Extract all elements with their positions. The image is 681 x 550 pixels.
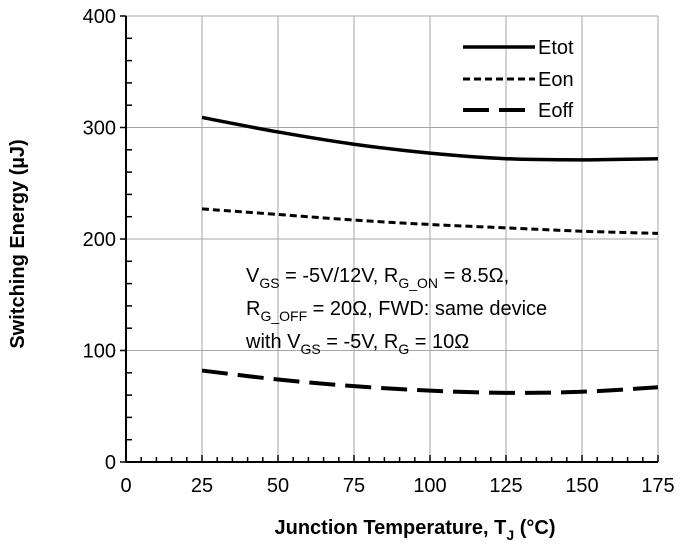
annotation-line-1: VGS = -5V/12V, RG_ON = 8.5Ω, [246,265,509,291]
legend: Etot Eon Eoff [463,37,574,122]
y-tick-label: 400 [83,6,116,28]
series-line-eon [201,207,659,235]
annotation-line-2: RG_OFF = 20Ω, FWD: same device [246,298,547,324]
annotation-text: = 8.5Ω, [438,265,509,287]
x-axis-title-main: Junction Temperature, T [274,517,506,539]
grid-lines [126,15,659,462]
annotation-text: = 10Ω [409,331,469,353]
annotation-subscript: G_OFF [260,308,307,324]
x-tick-label: 50 [267,475,289,497]
annotation: VGS = -5V/12V, RG_ON = 8.5Ω,RG_OFF = 20Ω… [245,265,547,357]
y-tick-label: 300 [83,118,116,140]
legend-label-eon: Eon [538,69,574,91]
x-axis-title-unit: (°C) [514,517,555,539]
x-tick-label: 125 [489,475,522,497]
x-tick-label: 75 [343,475,365,497]
x-tick-label: 175 [641,475,674,497]
series-line-eoff [201,368,659,395]
annotation-text: = -5V, R [321,331,399,353]
series-lines [201,115,659,395]
legend-label-eoff: Eoff [538,100,574,122]
x-tick-label: 150 [565,475,598,497]
annotation-text: with V [245,331,301,353]
annotation-line-3: with VGS = -5V, RG = 10Ω [245,331,469,357]
x-axis-title-sub: J [506,527,514,543]
annotation-text: = 20Ω, FWD: same device [307,298,547,320]
annotation-subscript: GS [259,275,279,291]
annotation-subscript: G [398,341,409,357]
series-line-etot [201,115,659,162]
y-tick-label: 0 [105,452,116,474]
annotation-text: R [246,298,260,320]
legend-label-etot: Etot [538,37,574,59]
annotation-subscript: G_ON [398,275,438,291]
x-tick-label: 0 [120,475,131,497]
y-tick-label: 200 [83,229,116,251]
y-tick-label: 100 [83,341,116,363]
x-tick-label: 25 [191,475,213,497]
y-axis-title: Switching Energy (µJ) [7,139,29,348]
annotation-text: = -5V/12V, R [280,265,399,287]
x-axis-title: Junction Temperature, TJ (°C) [274,517,555,543]
annotation-subscript: GS [300,341,320,357]
x-tick-label: 100 [413,475,446,497]
annotation-text: V [246,265,260,287]
ticks: 0 25 50 75 100 125 150 175 0 100 200 300 400 [83,6,675,497]
